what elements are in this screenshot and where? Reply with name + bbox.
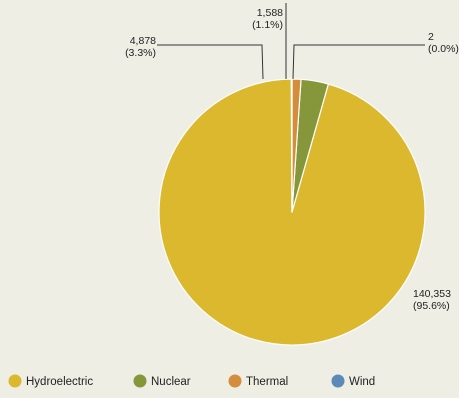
legend-swatch-thermal — [228, 374, 242, 388]
data-label-value-thermal: 1,588 — [257, 7, 283, 19]
data-label-hydroelectric: 140,353 (95.6%) — [413, 288, 451, 312]
legend-swatch-nuclear — [133, 374, 147, 388]
data-label-value-hydroelectric: 140,353 — [413, 288, 451, 300]
leader-lines — [157, 3, 425, 80]
data-label-percent-wind: (0.0%) — [428, 43, 459, 55]
data-label-wind: 2 (0.0%) — [428, 31, 459, 55]
data-label-percent-nuclear: (3.3%) — [125, 47, 156, 59]
legend-item-thermal: Thermal — [228, 374, 288, 388]
legend-label-wind: Wind — [349, 376, 375, 388]
data-label-value-nuclear: 4,878 — [130, 35, 156, 47]
data-label-thermal: 1,588 (1.1%) — [252, 7, 283, 31]
legend-item-wind: Wind — [331, 374, 375, 388]
data-labels: 140,353 (95.6%) 4,878 (3.3%) 1,588 (1.1%) 2 (0.… — [125, 7, 459, 312]
pie-slices — [158, 78, 426, 346]
leader-line-wind — [292, 44, 425, 80]
legend-swatch-hydroelectric — [8, 374, 22, 388]
data-label-percent-thermal: (1.1%) — [252, 19, 283, 31]
data-label-value-wind: 2 — [428, 31, 434, 43]
legend-item-nuclear: Nuclear — [133, 374, 191, 388]
pie-slice-wind — [290, 78, 293, 213]
legend-label-hydroelectric: Hydroelectric — [26, 376, 93, 388]
legend-label-nuclear: Nuclear — [151, 376, 191, 388]
legend-item-hydroelectric: Hydroelectric — [8, 374, 93, 388]
legend-label-thermal: Thermal — [246, 376, 288, 388]
legend-swatch-wind — [331, 374, 345, 388]
data-label-percent-hydroelectric: (95.6%) — [413, 300, 450, 312]
leader-line-nuclear — [157, 44, 264, 80]
legend: Hydroelectric Nuclear Thermal Wind — [8, 374, 375, 388]
data-label-nuclear: 4,878 (3.3%) — [125, 35, 156, 59]
